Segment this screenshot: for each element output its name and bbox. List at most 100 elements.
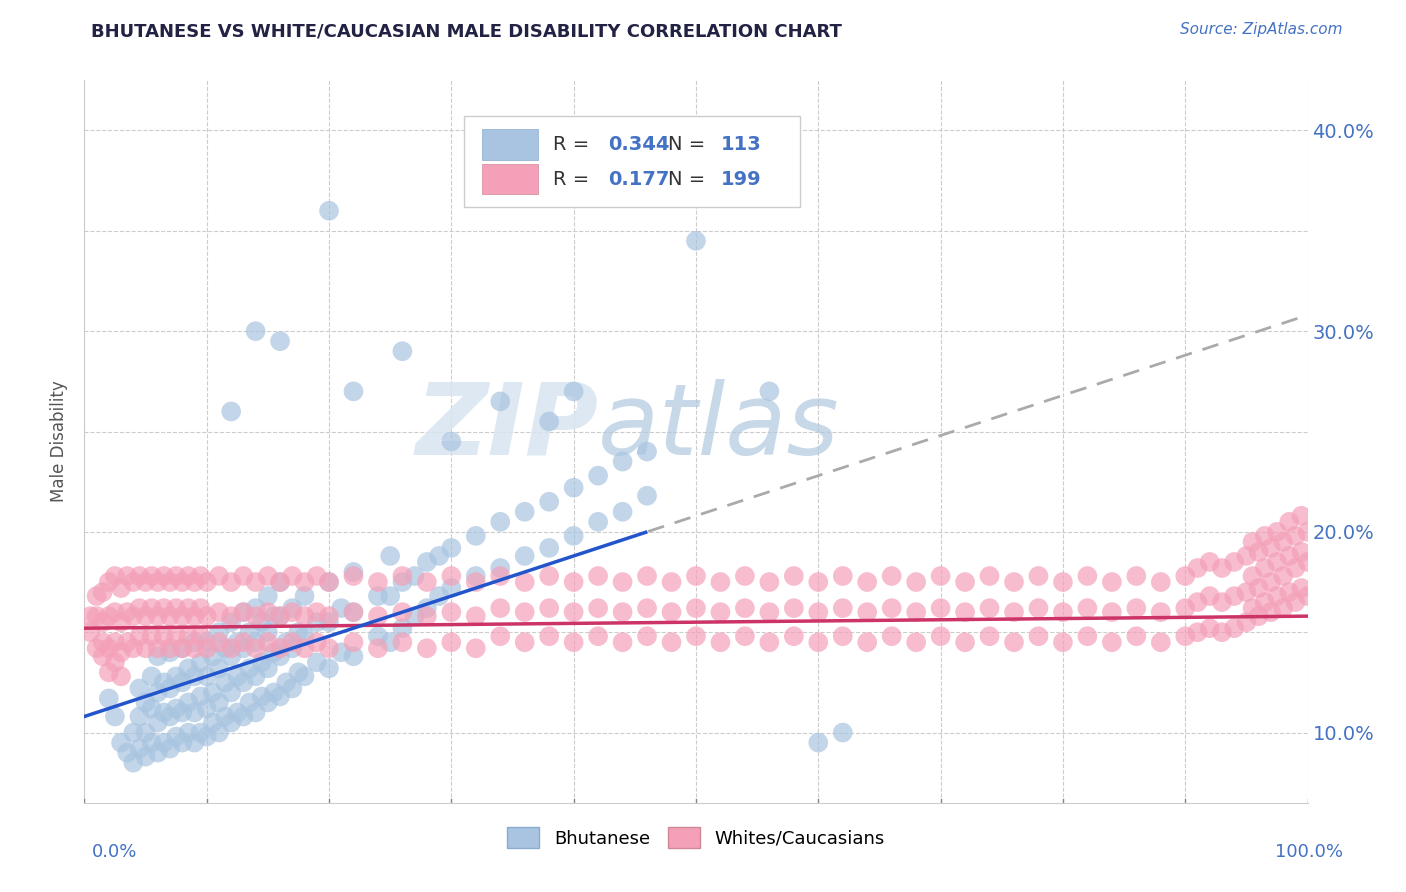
Point — [1052, 605, 1074, 619]
Point — [685, 234, 707, 248]
Point — [287, 625, 309, 640]
Point — [128, 601, 150, 615]
Text: 113: 113 — [720, 135, 761, 154]
Point — [1291, 508, 1313, 523]
Point — [177, 661, 200, 675]
Point — [1284, 595, 1306, 609]
Point — [636, 601, 658, 615]
Point — [807, 735, 830, 749]
Point — [141, 701, 163, 715]
Point — [165, 629, 187, 643]
Point — [128, 681, 150, 696]
FancyBboxPatch shape — [482, 129, 538, 160]
Point — [1125, 629, 1147, 643]
Point — [1211, 561, 1233, 575]
Point — [318, 615, 340, 630]
Point — [856, 575, 879, 590]
Point — [1174, 629, 1197, 643]
Point — [342, 569, 364, 583]
Point — [1028, 629, 1050, 643]
Point — [1247, 545, 1270, 559]
Point — [734, 569, 756, 583]
Point — [709, 575, 731, 590]
Point — [1002, 575, 1025, 590]
Point — [135, 609, 157, 624]
Point — [342, 635, 364, 649]
Point — [128, 629, 150, 643]
Point — [226, 706, 249, 720]
Point — [1150, 635, 1173, 649]
Text: ZIP: ZIP — [415, 378, 598, 475]
Point — [122, 641, 145, 656]
Point — [1076, 569, 1098, 583]
Text: 0.177: 0.177 — [607, 169, 669, 189]
Point — [281, 635, 304, 649]
Point — [489, 569, 512, 583]
Point — [104, 569, 127, 583]
Point — [685, 629, 707, 643]
FancyBboxPatch shape — [464, 117, 800, 207]
Point — [612, 605, 634, 619]
Point — [1076, 629, 1098, 643]
Point — [110, 581, 132, 595]
Point — [183, 635, 205, 649]
Point — [416, 641, 439, 656]
Point — [1198, 589, 1220, 603]
Point — [831, 725, 853, 739]
Point — [146, 641, 169, 656]
Point — [734, 629, 756, 643]
Point — [190, 601, 212, 615]
Point — [1272, 534, 1295, 549]
Point — [97, 575, 120, 590]
Point — [1284, 561, 1306, 575]
Point — [489, 394, 512, 409]
Point — [783, 601, 806, 615]
Point — [391, 605, 413, 619]
Point — [110, 669, 132, 683]
Point — [685, 569, 707, 583]
Point — [110, 735, 132, 749]
Point — [1296, 589, 1319, 603]
Point — [219, 641, 242, 656]
Point — [1002, 605, 1025, 619]
Point — [1028, 569, 1050, 583]
Point — [232, 709, 254, 723]
Point — [159, 645, 181, 659]
Point — [404, 569, 426, 583]
Point — [232, 569, 254, 583]
Point — [318, 575, 340, 590]
Point — [330, 601, 353, 615]
Point — [513, 635, 536, 649]
Point — [367, 641, 389, 656]
Point — [880, 629, 903, 643]
Point — [201, 685, 224, 699]
Point — [110, 645, 132, 659]
Point — [115, 635, 138, 649]
Point — [1284, 529, 1306, 543]
Point — [758, 575, 780, 590]
Point — [232, 675, 254, 690]
Point — [146, 746, 169, 760]
Point — [464, 575, 486, 590]
Point — [276, 635, 298, 649]
Point — [1150, 575, 1173, 590]
Point — [172, 641, 194, 656]
Point — [201, 715, 224, 730]
Point — [135, 696, 157, 710]
Point — [856, 605, 879, 619]
Point — [709, 635, 731, 649]
Point — [929, 569, 952, 583]
Point — [391, 575, 413, 590]
Point — [391, 621, 413, 635]
Point — [128, 709, 150, 723]
Point — [141, 569, 163, 583]
Point — [195, 669, 218, 683]
Point — [367, 629, 389, 643]
Point — [257, 696, 280, 710]
Point — [146, 649, 169, 664]
Point — [165, 569, 187, 583]
Point — [214, 641, 236, 656]
Point — [269, 649, 291, 664]
Point — [831, 601, 853, 615]
Point — [269, 609, 291, 624]
